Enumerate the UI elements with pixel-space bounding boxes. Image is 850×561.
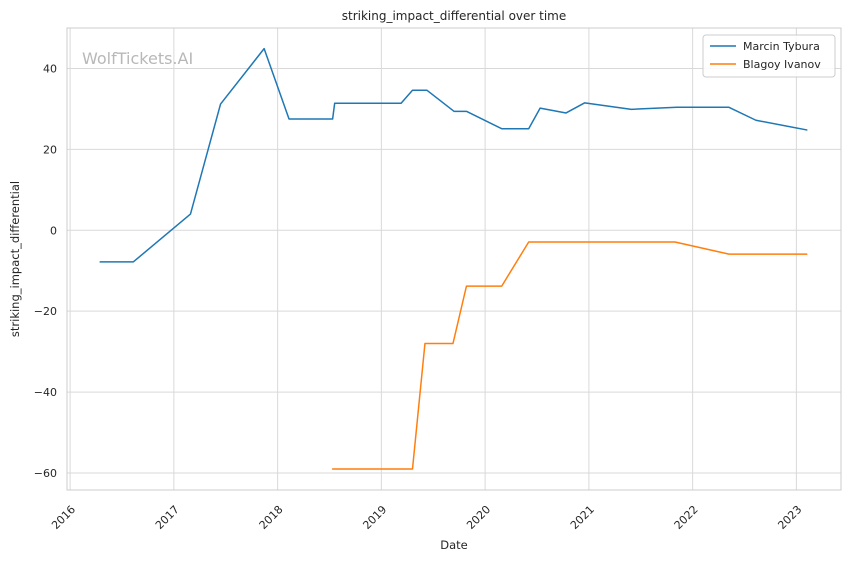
- legend-label: Marcin Tybura: [743, 40, 820, 53]
- legend-items: Marcin Tybura Blagoy Ivanov: [710, 40, 821, 71]
- y-axis-title: striking_impact_differential: [8, 181, 22, 337]
- x-tick-label: 2022: [672, 503, 701, 532]
- y-tick-label: −40: [34, 386, 57, 399]
- x-axis-tick-labels: 2016 2017 2018 2019 2020 2021 2022 2023: [49, 503, 804, 532]
- watermark: WolfTickets.AI: [82, 49, 193, 68]
- legend: Marcin Tybura Blagoy Ivanov: [702, 34, 836, 78]
- y-axis-tick-labels: −60 −40 −20 0 20 40: [34, 62, 57, 480]
- chart-title: striking_impact_differential over time: [342, 9, 567, 23]
- y-tick-label: −60: [34, 467, 57, 480]
- series-layer: [99, 47, 808, 470]
- plot-area-frame: [66, 27, 842, 491]
- x-tick-label: 2018: [257, 503, 286, 532]
- y-tick-label: 20: [43, 143, 57, 156]
- vertical-gridlines: [69, 28, 797, 490]
- x-tick-label: 2023: [775, 503, 804, 532]
- horizontal-gridlines: [67, 67, 841, 474]
- x-axis-title: Date: [440, 538, 468, 552]
- x-tick-label: 2017: [153, 503, 182, 532]
- x-tick-label: 2016: [49, 503, 78, 532]
- y-tick-label: 40: [43, 62, 57, 75]
- legend-label: Blagoy Ivanov: [743, 58, 821, 71]
- x-tick-label: 2019: [360, 503, 389, 532]
- x-tick-label: 2020: [464, 503, 493, 532]
- x-tick-label: 2021: [568, 503, 597, 532]
- y-tick-label: 0: [50, 224, 57, 237]
- series-line-1: [331, 241, 808, 470]
- y-tick-label: −20: [34, 305, 57, 318]
- series-line-0: [99, 47, 808, 263]
